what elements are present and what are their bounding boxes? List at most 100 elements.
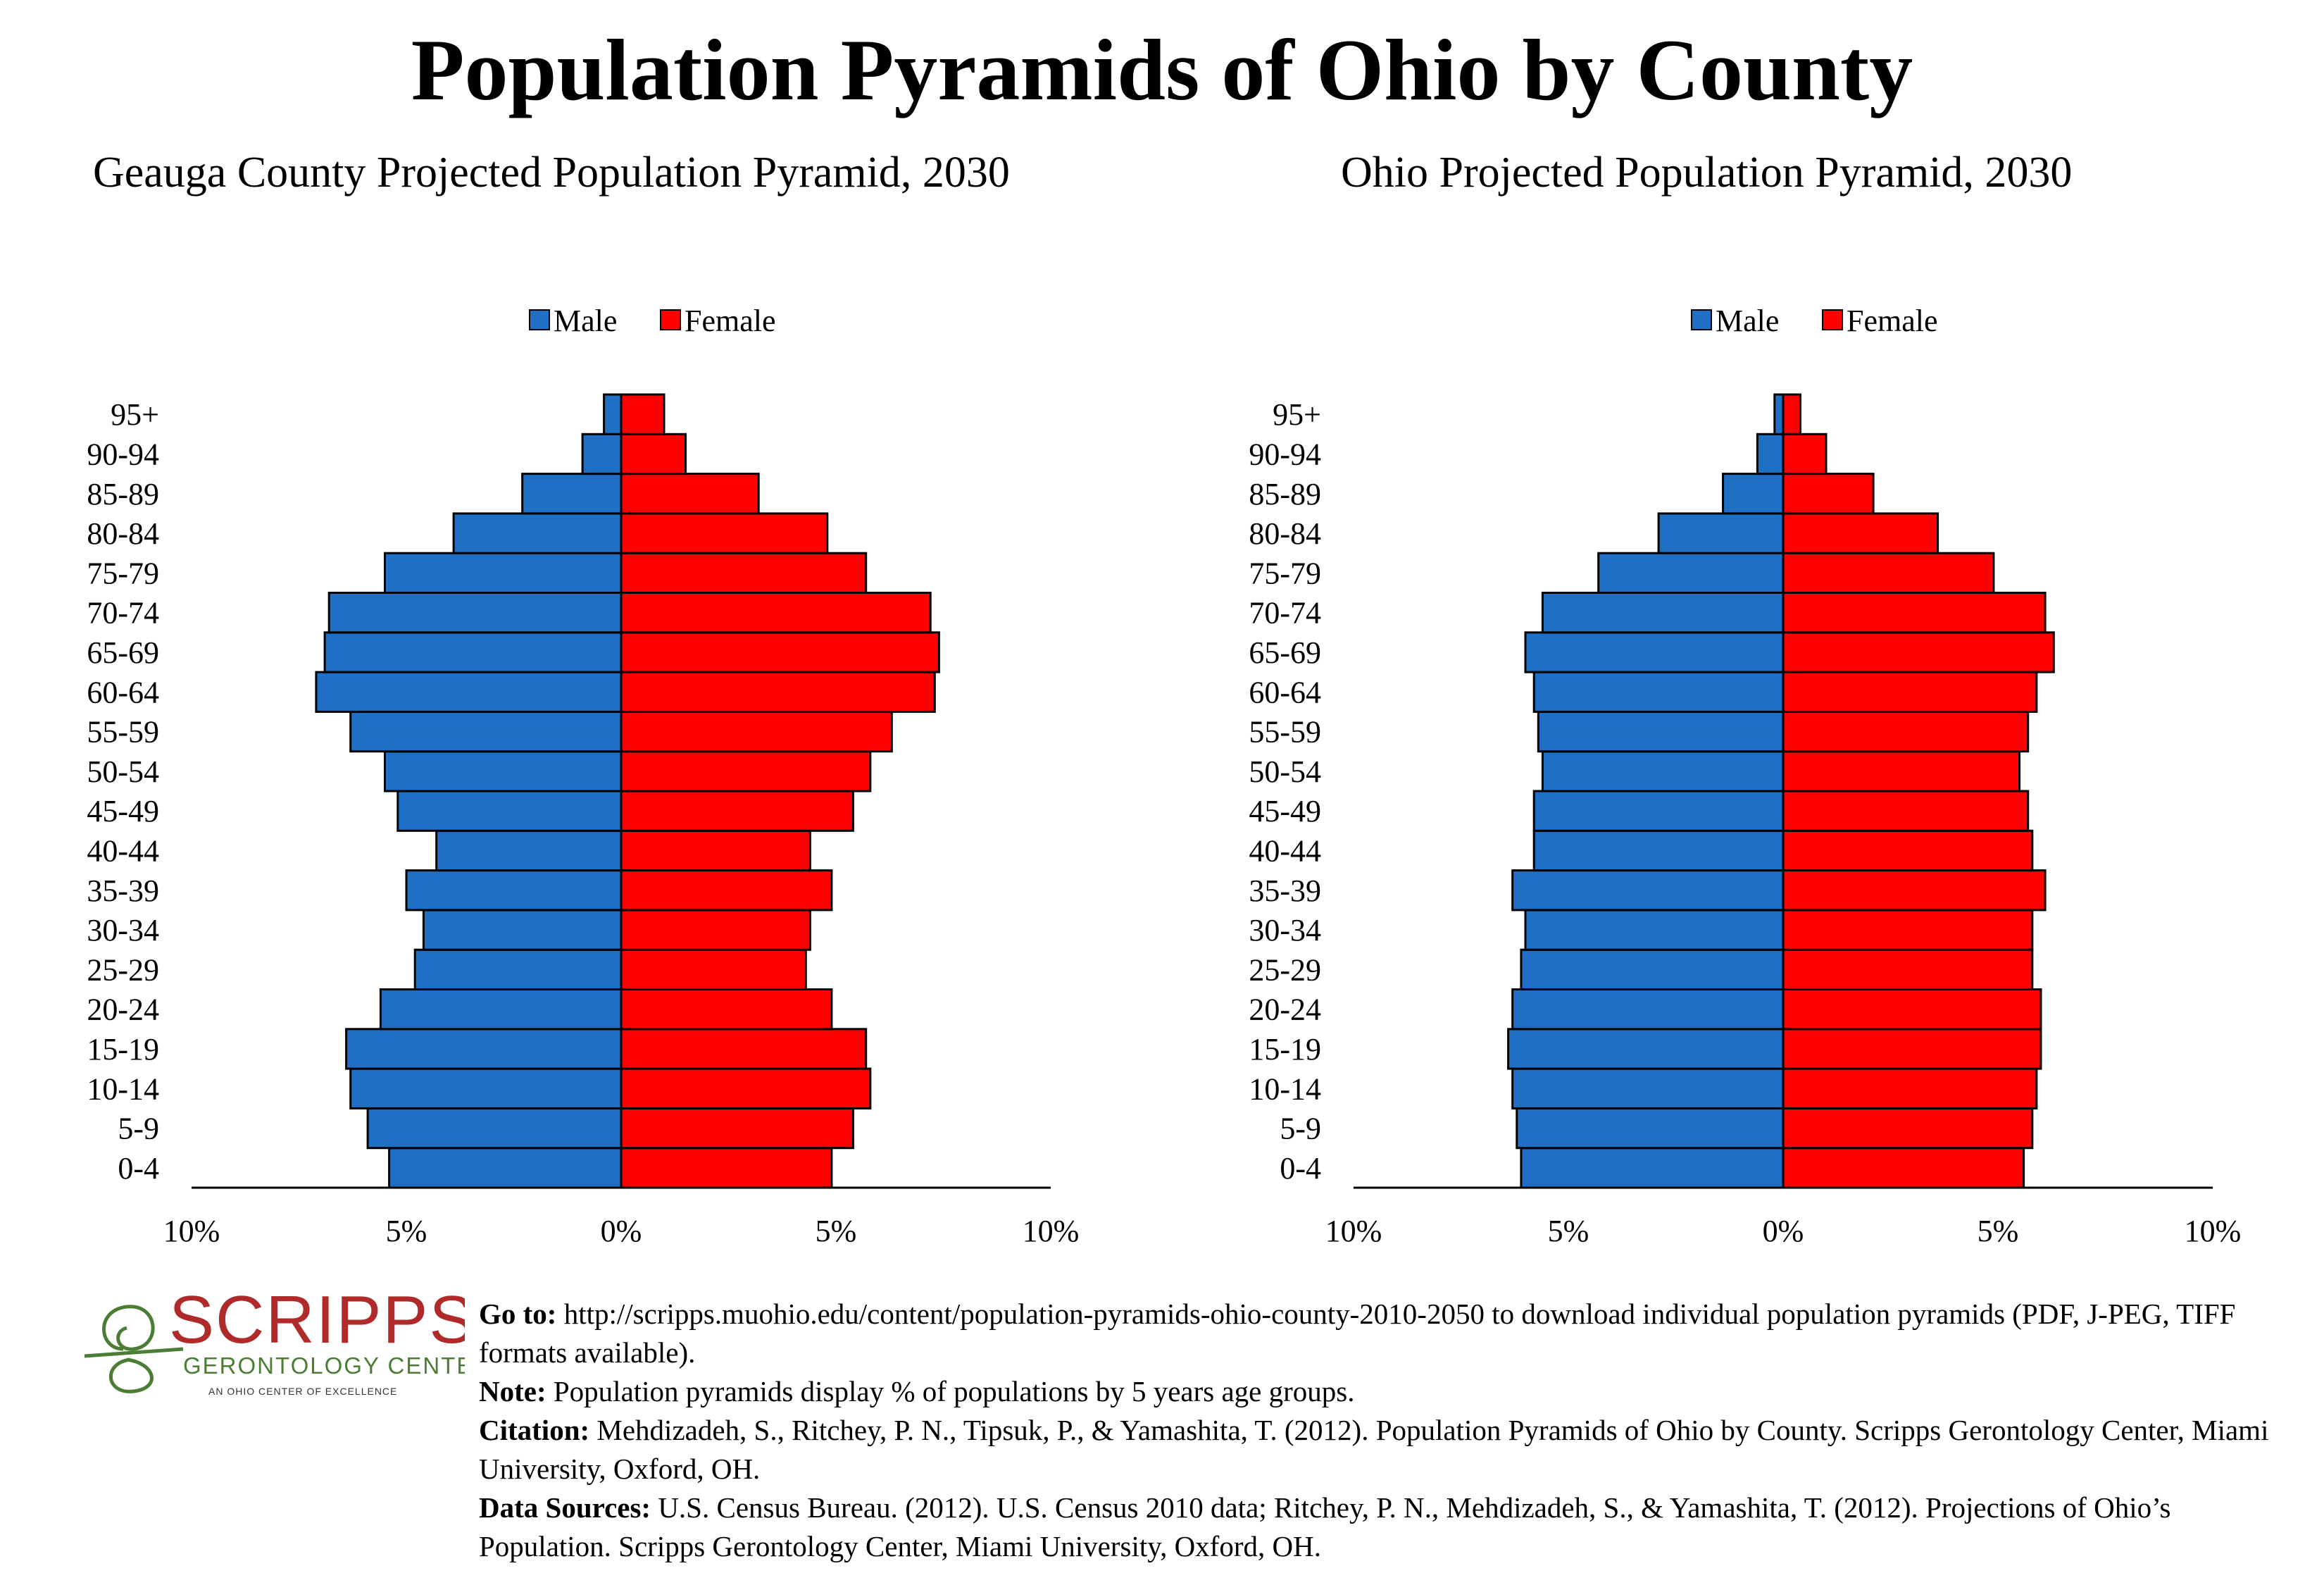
ohio-bar-male-0-4 (1520, 1147, 1785, 1189)
footer-note: Note: Population pyramids display % of p… (479, 1372, 2310, 1411)
geauga-bar-male-20-24 (379, 988, 623, 1031)
ohio-age-label: 15-19 (1249, 1032, 1321, 1067)
sources-text: U.S. Census Bureau. (2012). U.S. Census … (479, 1491, 2171, 1562)
geauga-age-label: 20-24 (87, 993, 159, 1027)
ohio-bar-male-45-49 (1532, 790, 1785, 832)
ohio-x-tick-label: 10% (2185, 1214, 2242, 1248)
ohio-pyramid-chart: Male Female 0-4 5-9 10-14 15-19 20-24 25-29 30-3… (1249, 304, 2242, 1248)
geauga-bar-female-95+ (620, 393, 666, 435)
ohio-x-tick-label: 0% (1763, 1214, 1804, 1248)
geauga-bar-male-45-49 (396, 790, 623, 832)
ohio-bar-male-80-84 (1657, 512, 1785, 554)
ohio-age-label: 85-89 (1249, 477, 1321, 511)
geauga-bar-male-70-74 (327, 592, 623, 634)
geauga-bar-male-55-59 (349, 710, 623, 753)
logo-name: SCRIPPS (169, 1282, 465, 1357)
ohio-x-tick-label: 10% (1325, 1214, 1382, 1248)
ohio-bar-female-40-44 (1782, 829, 2034, 872)
geauga-bar-female-75-79 (620, 552, 868, 595)
ohio-age-label: 75-79 (1249, 556, 1321, 590)
ohio-bar-male-10-14 (1511, 1067, 1785, 1110)
geauga-age-label: 0-4 (118, 1151, 159, 1186)
ohio-age-label: 30-34 (1249, 913, 1321, 947)
geauga-bar-female-55-59 (620, 710, 893, 753)
geauga-bar-female-35-39 (620, 869, 833, 912)
ohio-bar-female-85-89 (1782, 473, 1875, 515)
sources-label: Data Sources: (479, 1491, 651, 1524)
ohio-x-tick-label: 5% (1978, 1214, 2019, 1248)
ohio-bar-female-20-24 (1782, 988, 2042, 1031)
geauga-bar-female-70-74 (620, 592, 932, 634)
geauga-age-label: 75-79 (87, 556, 159, 590)
geauga-bar-male-35-39 (405, 869, 623, 912)
geauga-bar-male-75-79 (384, 552, 623, 595)
ohio-age-label: 70-74 (1249, 596, 1321, 630)
geauga-bar-male-60-64 (315, 671, 623, 713)
ohio-bar-male-20-24 (1511, 988, 1785, 1031)
ohio-age-label: 35-39 (1249, 874, 1321, 908)
footer-citation: Citation: Mehdizadeh, S., Ritchey, P. N.… (479, 1411, 2310, 1488)
ohio-age-label: 65-69 (1249, 635, 1321, 670)
chart-title-geauga: Geauga County Projected Population Pyram… (93, 149, 1010, 197)
ohio-bar-male-15-19 (1507, 1028, 1785, 1070)
geauga-x-tick-label: 5% (386, 1214, 427, 1248)
geauga-bar-female-40-44 (620, 829, 811, 872)
geauga-legend: Male Female (529, 304, 776, 338)
geauga-age-label: 15-19 (87, 1032, 159, 1067)
legend-label-male: Male (1716, 304, 1779, 338)
legend-swatch-male (1691, 309, 1712, 330)
geauga-age-label: 40-44 (87, 833, 159, 868)
ohio-bar-male-60-64 (1532, 671, 1785, 713)
ohio-age-label: 95+ (1273, 397, 1321, 432)
legend-swatch-female (660, 309, 681, 330)
ohio-bar-female-10-14 (1782, 1067, 2038, 1110)
geauga-x-tick-label: 0% (601, 1214, 642, 1248)
legend-label-female: Female (1847, 304, 1938, 338)
geauga-bar-female-90-94 (620, 433, 687, 476)
ohio-bar-male-50-54 (1541, 750, 1785, 792)
ohio-age-label: 25-29 (1249, 952, 1321, 987)
ohio-bar-male-65-69 (1524, 631, 1785, 673)
geauga-x-tick-label: 5% (816, 1214, 857, 1248)
geauga-bar-female-65-69 (620, 631, 940, 673)
geauga-age-label: 60-64 (87, 675, 159, 709)
ohio-age-label: 45-49 (1249, 794, 1321, 828)
note-label: Note: (479, 1375, 546, 1407)
geauga-age-label: 85-89 (87, 477, 159, 511)
geauga-bar-female-20-24 (620, 988, 833, 1031)
ohio-x-tick-label: 5% (1548, 1214, 1589, 1248)
geauga-bar-female-30-34 (620, 909, 811, 951)
ohio-bar-male-95+ (1773, 393, 1785, 435)
scripps-swirl-icon (85, 1305, 184, 1393)
ohio-bar-male-85-89 (1722, 473, 1785, 515)
ohio-bar-female-25-29 (1782, 948, 2034, 991)
chart-title-ohio: Ohio Projected Population Pyramid, 2030 (1341, 149, 2073, 197)
ohio-bar-male-5-9 (1516, 1107, 1785, 1150)
geauga-bar-female-5-9 (620, 1107, 854, 1150)
geauga-bar-male-10-14 (349, 1067, 623, 1110)
geauga-age-label: 50-54 (87, 754, 159, 789)
footer-goto: Go to: http://scripps.muohio.edu/content… (479, 1295, 2310, 1372)
ohio-bar-male-55-59 (1537, 710, 1785, 753)
geauga-bar-female-25-29 (620, 948, 807, 991)
ohio-bar-female-5-9 (1782, 1107, 2034, 1150)
geauga-age-label: 70-74 (87, 596, 159, 630)
geauga-bar-male-80-84 (452, 512, 623, 554)
ohio-age-label: 60-64 (1249, 675, 1321, 709)
ohio-bar-female-50-54 (1782, 750, 2020, 792)
goto-text: http://scripps.muohio.edu/content/popula… (479, 1298, 2236, 1369)
geauga-age-label: 80-84 (87, 516, 159, 551)
ohio-bar-female-0-4 (1782, 1147, 2025, 1189)
geauga-bar-male-15-19 (345, 1028, 623, 1070)
main-title: Population Pyramids of Ohio by County (411, 22, 1913, 118)
geauga-pyramid-chart: Male Female 0-4 5-9 10-14 15-19 20-24 25-29 30-3… (87, 304, 1079, 1248)
legend-swatch-female (1822, 309, 1843, 330)
goto-label: Go to: (479, 1298, 557, 1330)
ohio-age-label: 20-24 (1249, 993, 1321, 1027)
ohio-age-label: 0-4 (1280, 1151, 1321, 1186)
ohio-age-label: 90-94 (1249, 437, 1321, 471)
ohio-bar-female-30-34 (1782, 909, 2034, 951)
geauga-bar-female-45-49 (620, 790, 854, 832)
ohio-bar-female-70-74 (1782, 592, 2047, 634)
ohio-bar-female-35-39 (1782, 869, 2047, 912)
